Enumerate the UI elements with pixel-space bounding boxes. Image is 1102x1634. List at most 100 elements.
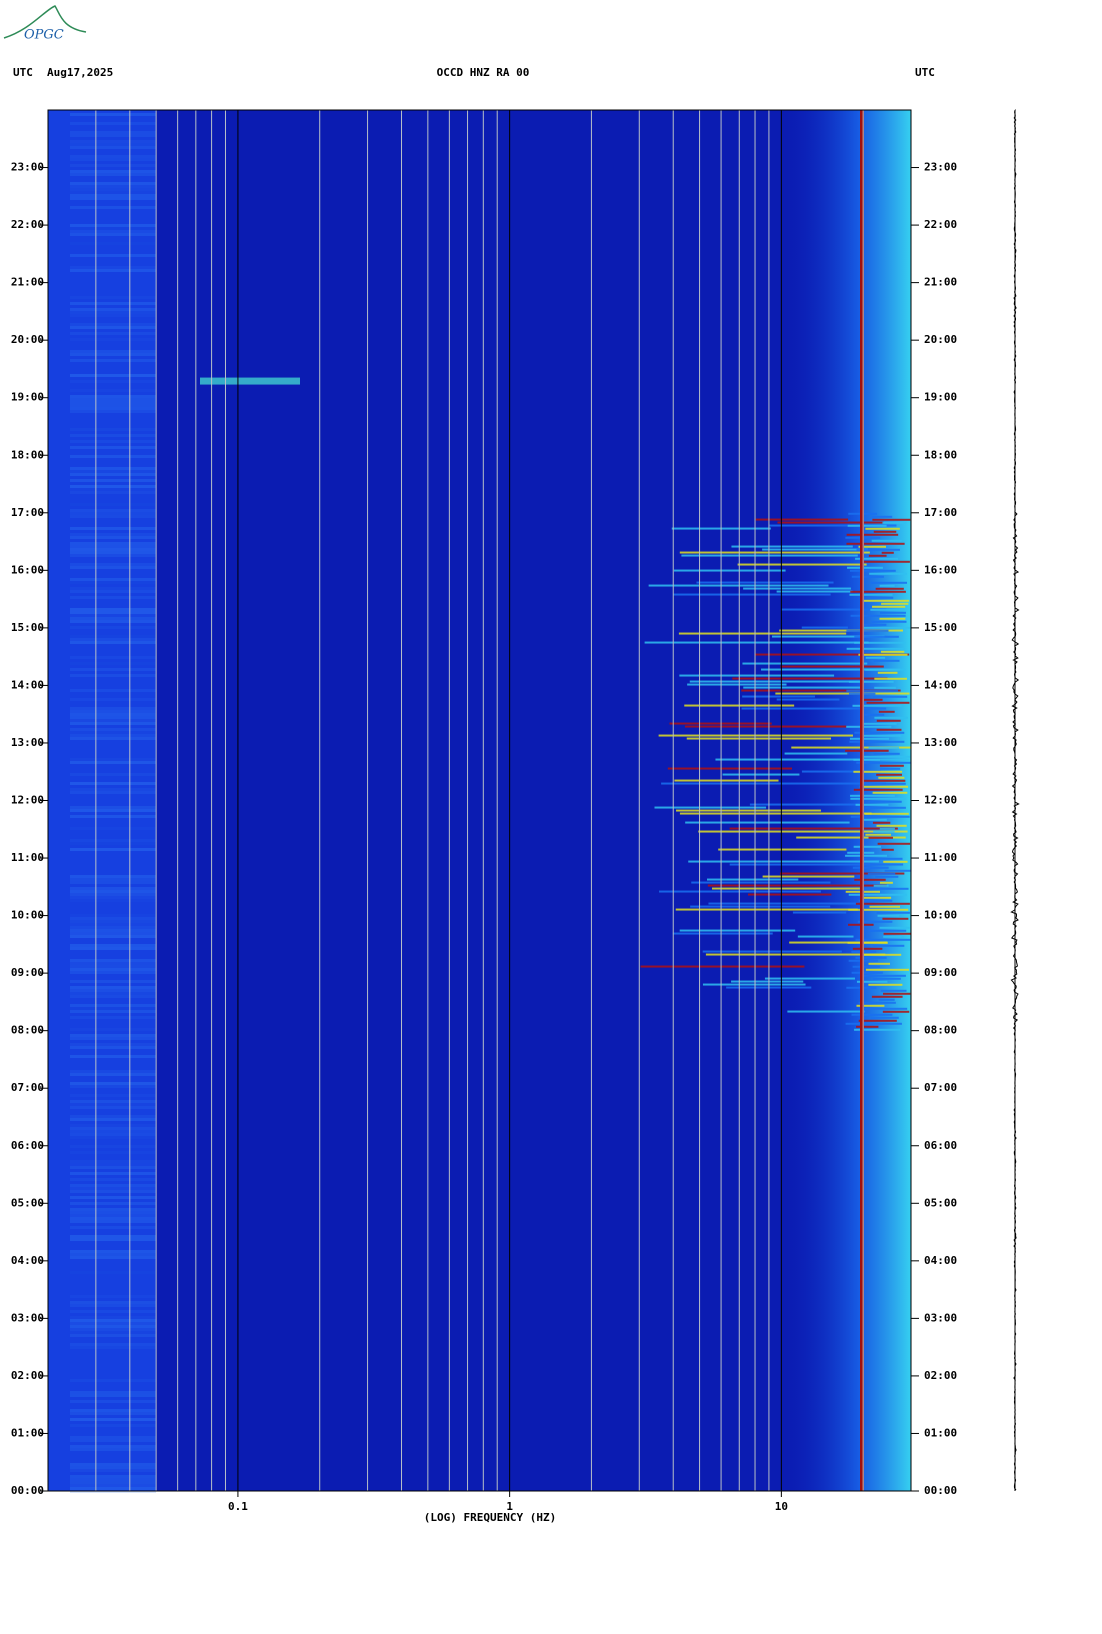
texture: [705, 953, 886, 956]
texture: [864, 812, 909, 815]
texture: [70, 995, 156, 998]
y-tick-label: 06:00: [11, 1139, 44, 1152]
texture: [881, 551, 894, 554]
texture: [856, 761, 911, 764]
texture: [877, 842, 911, 845]
texture: [70, 131, 156, 134]
texture: [667, 767, 793, 770]
y-tick-label: 12:00: [11, 794, 44, 807]
axes: 0.1 1 10 00:00 00:00 01:00 01:00 02:00 02:00 03:0…: [11, 109, 957, 1513]
y-tick-label: 01:00: [924, 1426, 957, 1439]
texture: [70, 614, 156, 617]
texture: [718, 848, 847, 851]
texture: [880, 650, 905, 653]
texture: [70, 1481, 156, 1484]
y-tick-label: 04:00: [11, 1254, 44, 1267]
left-header: UTC: [13, 66, 33, 79]
texture: [862, 755, 911, 758]
x-tick-label: 0.1: [228, 1500, 248, 1513]
texture: [865, 806, 906, 809]
texture: [853, 788, 903, 791]
texture: [70, 1256, 156, 1259]
date: Aug17,2025: [47, 66, 113, 79]
texture: [70, 1400, 156, 1403]
texture: [70, 455, 156, 458]
texture: [874, 677, 907, 680]
texture: [872, 605, 906, 608]
texture: [70, 134, 156, 137]
texture: [70, 563, 156, 566]
texture: [70, 1073, 156, 1076]
texture: [70, 503, 156, 506]
texture: [70, 1409, 156, 1412]
texture: [741, 707, 887, 710]
texture: [70, 1055, 156, 1058]
texture: [845, 749, 889, 752]
texture: [70, 1448, 156, 1451]
texture: [70, 791, 156, 794]
texture: [686, 737, 831, 740]
texture: [872, 695, 908, 698]
texture: [868, 782, 906, 785]
texture: [868, 983, 903, 986]
texture: [70, 788, 156, 791]
texture: [881, 848, 894, 851]
texture: [779, 629, 903, 632]
texture: [722, 773, 800, 776]
texture: [848, 908, 909, 911]
texture: [70, 1178, 156, 1181]
y-tick-label: 21:00: [11, 276, 44, 289]
texture: [70, 227, 156, 230]
y-tick-label: 01:00: [11, 1426, 44, 1439]
texture: [70, 401, 156, 404]
texture: [847, 524, 887, 527]
texture: [858, 1001, 896, 1004]
texture: [855, 557, 899, 560]
texture: [70, 380, 156, 383]
texture: [70, 566, 156, 569]
texture: [772, 635, 885, 638]
logo-text: OPGC: [24, 28, 64, 43]
texture: [872, 977, 901, 980]
texture: [70, 1196, 156, 1199]
texture: [850, 590, 906, 593]
texture: [883, 860, 908, 863]
texture: [685, 821, 850, 824]
texture: [70, 323, 156, 326]
y-tick-label: 13:00: [11, 736, 44, 749]
texture: [70, 233, 156, 236]
texture: [872, 518, 911, 521]
texture: [879, 926, 910, 929]
texture: [70, 1172, 156, 1175]
texture: [846, 629, 889, 632]
texture: [70, 188, 156, 191]
texture: [70, 143, 156, 146]
texture: [729, 827, 898, 830]
texture: [70, 932, 156, 935]
texture: [70, 944, 156, 947]
texture: [878, 710, 895, 713]
texture: [70, 1190, 156, 1193]
texture: [70, 806, 156, 809]
texture: [70, 428, 156, 431]
texture: [874, 716, 909, 719]
texture: [70, 446, 156, 449]
texture: [70, 1163, 156, 1166]
texture: [70, 839, 156, 842]
texture: [70, 1253, 156, 1256]
texture: [860, 953, 902, 956]
texture: [70, 434, 156, 437]
texture: [882, 521, 907, 524]
texture: [707, 884, 887, 887]
texture: [696, 581, 834, 584]
texture: [860, 974, 906, 977]
texture: [70, 986, 156, 989]
texture: [70, 359, 156, 362]
texture: [70, 440, 156, 443]
texture: [70, 878, 156, 881]
texture: [70, 1271, 156, 1274]
texture: [872, 944, 905, 947]
texture: [776, 590, 853, 593]
texture: [737, 563, 867, 566]
texture: [743, 686, 862, 689]
